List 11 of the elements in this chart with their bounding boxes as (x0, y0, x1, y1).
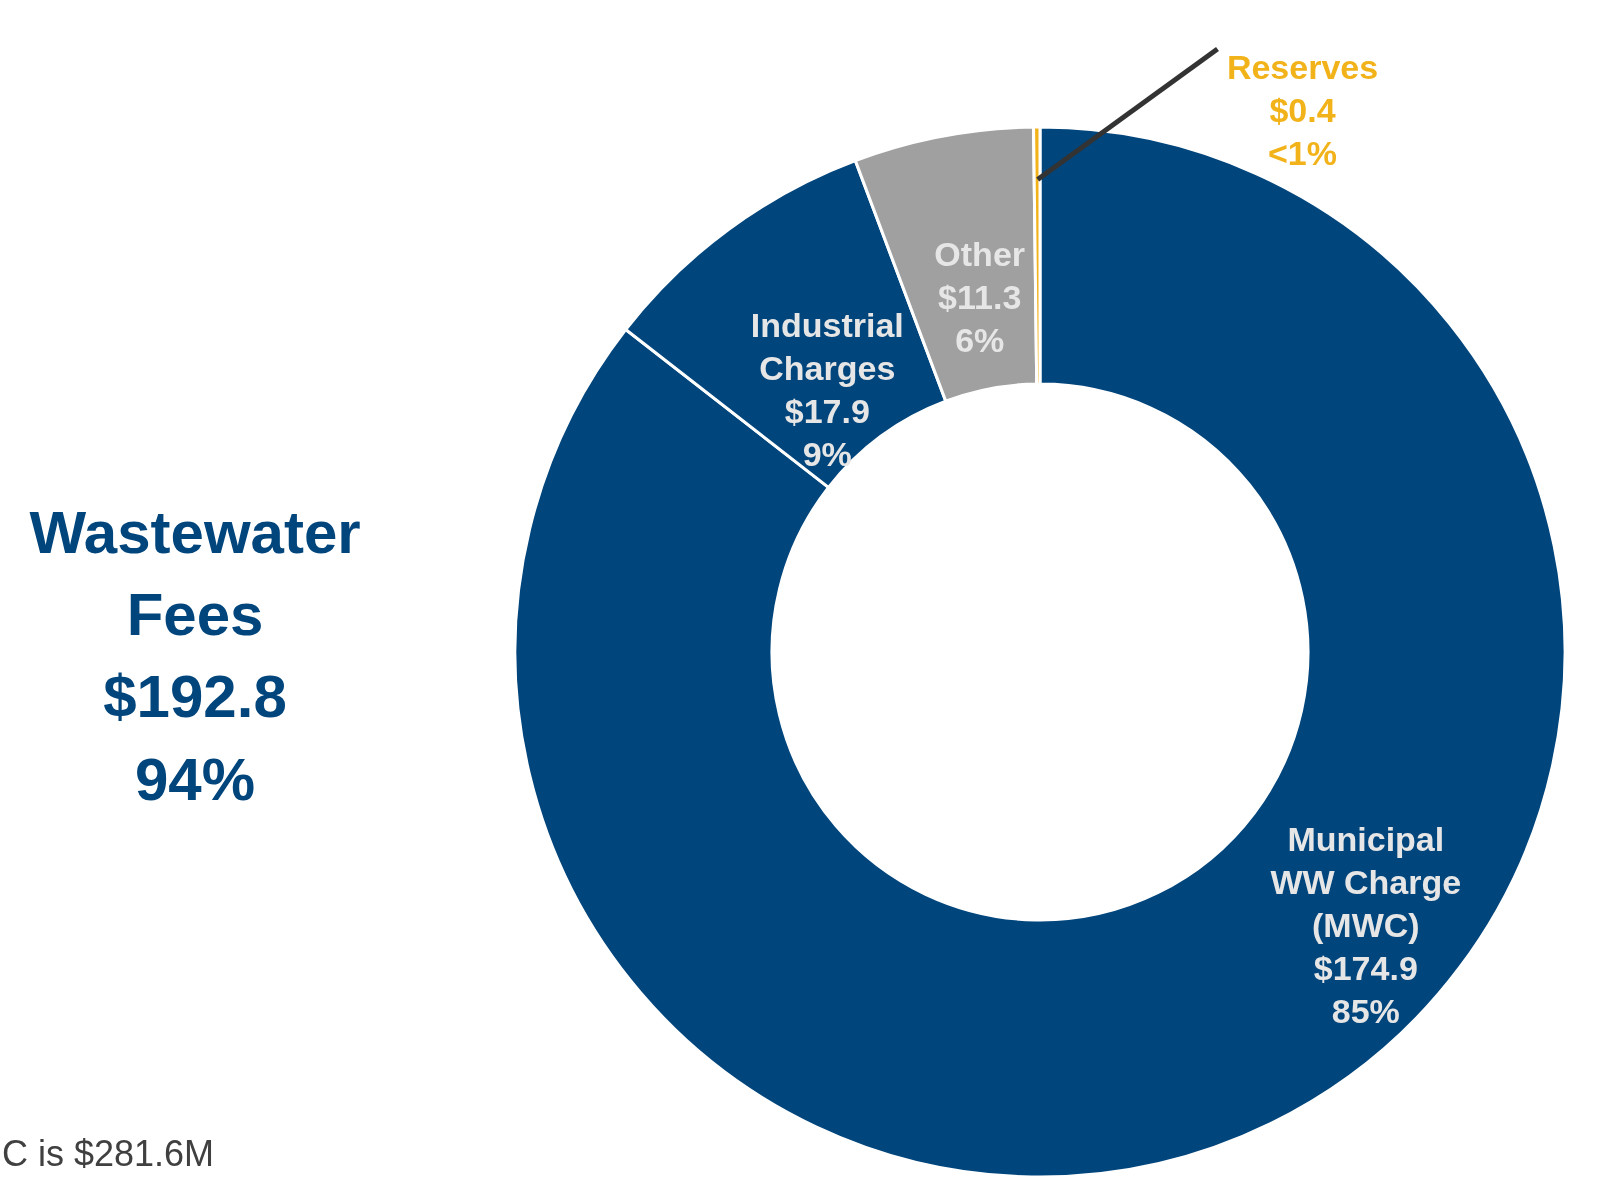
data-label: $0.4 <1% (1268, 91, 1337, 172)
slice-label: Municipal WW Charge (MWC) (1270, 819, 1462, 944)
slice-label: Industrial Charges (750, 305, 904, 387)
donut-slice (513, 125, 1567, 1178)
data-label: $11.3 6% (938, 278, 1022, 360)
text: Wastewater Fees $192.8 94% (29, 499, 361, 813)
slice-label: Reserves (1226, 48, 1379, 86)
text: C is $281.6M (2, 1133, 215, 1174)
data-label: $174.9 85% (1313, 948, 1418, 1030)
data-label: $17.9 9% (784, 391, 870, 473)
slice-label: Other (934, 235, 1026, 274)
